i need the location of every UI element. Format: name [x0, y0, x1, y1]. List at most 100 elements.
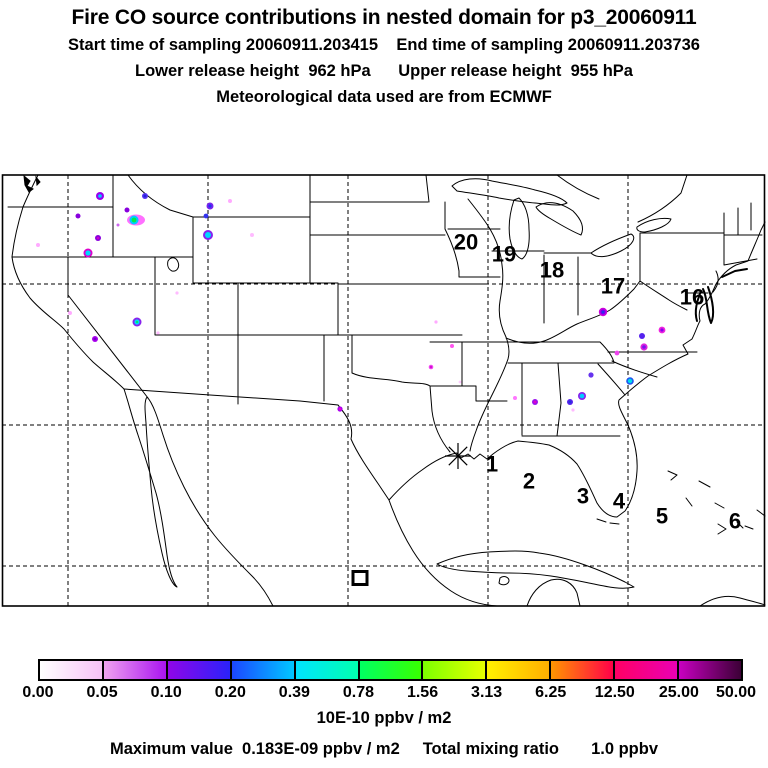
cuba-coastline	[436, 550, 635, 589]
trajectory-label: 3	[577, 484, 589, 509]
pacific-baja-coastline	[11, 174, 274, 607]
colorbar-segment	[549, 661, 614, 679]
colorbar-segment	[101, 661, 166, 679]
trajectory-label: 5	[656, 504, 668, 529]
subtitle-sampling-times: Start time of sampling 20060911.203415 E…	[68, 36, 700, 54]
fire-dot	[601, 310, 605, 314]
colorbar-tick-label: 0.10	[150, 684, 182, 701]
trajectory-label: 17	[601, 274, 625, 299]
fire-dot	[450, 344, 454, 348]
lake-erie	[590, 233, 635, 258]
fire-dot	[203, 213, 209, 219]
florida-keys	[596, 518, 620, 525]
fire-dot	[639, 333, 645, 339]
colorbar-segment	[357, 661, 422, 679]
colorbar-tick-label: 25.00	[658, 684, 699, 701]
us-mexico-border	[123, 388, 390, 501]
colorbar-segment	[40, 661, 102, 679]
fire-dot	[533, 400, 537, 404]
colorbar-tick-label: 0.05	[86, 684, 118, 701]
fire-dot	[338, 407, 342, 411]
release-receptor-markers	[351, 443, 471, 586]
fire-dot	[579, 393, 585, 399]
fire-dot	[642, 345, 646, 349]
lake-ontario	[636, 217, 672, 233]
colorbar	[38, 659, 743, 681]
puget-sound-islands	[23, 174, 41, 193]
fire-dot	[98, 194, 102, 198]
colorbar-segment	[677, 661, 741, 679]
fire-dot	[660, 328, 664, 332]
fire-dot	[614, 350, 620, 356]
fire-dot	[93, 337, 97, 341]
mexico-gulf-coastline	[388, 499, 498, 607]
trajectory-label: 2	[523, 469, 535, 494]
great-salt-lake	[167, 257, 180, 272]
fire-dot	[250, 233, 254, 237]
fire-dot	[458, 380, 462, 384]
colorbar-tick-label: 0.20	[214, 684, 246, 701]
fire-dot	[205, 232, 211, 238]
trajectory-label: 20	[454, 230, 478, 255]
lake-superior	[451, 178, 568, 206]
fire-dot	[96, 236, 100, 240]
trajectory-label: 18	[540, 258, 564, 283]
subtitle-release-heights: Lower release height 962 hPa Upper relea…	[135, 62, 633, 80]
release-asterisk-marker	[448, 446, 468, 466]
fire-dot	[588, 372, 594, 378]
fire-dot	[430, 366, 432, 368]
fire-dot	[68, 311, 72, 315]
fire-dot	[116, 223, 120, 227]
gulf-atlantic-coastline	[388, 221, 766, 518]
footer-stats: Maximum value 0.183E-09 ppbv / m2 Total …	[109, 740, 659, 758]
canada-shoreline	[556, 174, 688, 223]
fire-dot	[175, 291, 179, 295]
colorbar-segment	[229, 661, 294, 679]
colorbar-segment	[293, 661, 358, 679]
fire-dot	[85, 250, 91, 256]
fire-dot	[228, 199, 232, 203]
fire-contribution-dots	[36, 192, 666, 412]
yucatan-coastline	[526, 578, 581, 607]
colorbar-tick-label: 3.13	[471, 684, 503, 701]
lake-huron	[535, 202, 584, 236]
colorbar-tick-label: 6.25	[535, 684, 567, 701]
colorbar-tick-label: 0.78	[342, 684, 375, 701]
fire-dot	[208, 204, 212, 208]
state-boundaries	[7, 174, 763, 453]
trajectory-label: 1	[486, 452, 498, 477]
trajectory-label: 6	[729, 509, 741, 534]
colorbar-tick-label: 12.50	[594, 684, 635, 701]
fire-dot	[36, 243, 40, 247]
colorbar-tick-label: 0.39	[278, 684, 310, 701]
coastlines-and-state-borders	[7, 174, 766, 607]
bahamas-islands	[667, 470, 766, 607]
trajectory-label: 4	[613, 489, 626, 514]
fire-dot	[75, 213, 81, 219]
fire-dot	[156, 331, 160, 335]
fire-dot	[513, 396, 517, 400]
colorbar-tick-label: 1.56	[406, 684, 439, 701]
chesapeake-bay-coast	[694, 268, 748, 324]
fire-dot	[124, 207, 130, 213]
colorbar-segment	[165, 661, 230, 679]
latlon-gridlines	[2, 175, 765, 606]
fire-dot	[143, 194, 147, 198]
plot-title: Fire CO source contributions in nested d…	[71, 6, 697, 29]
fire-dot	[627, 378, 633, 384]
fire-dot	[434, 320, 438, 324]
square-marker	[351, 570, 369, 586]
fire-dot	[135, 320, 139, 324]
colorbar-tick-label: 50.00	[715, 684, 757, 701]
fire-dot	[571, 408, 575, 412]
subtitle-met-data: Meteorological data used are from ECMWF	[216, 88, 552, 106]
colorbar-segment	[613, 661, 678, 679]
fire-dot	[568, 400, 572, 404]
colorbar-segment	[485, 661, 550, 679]
colorbar-segment	[421, 661, 486, 679]
colorbar-tick-label: 0.00	[22, 684, 54, 701]
colorbar-unit-label: 10E-10 ppbv / m2	[316, 709, 452, 727]
